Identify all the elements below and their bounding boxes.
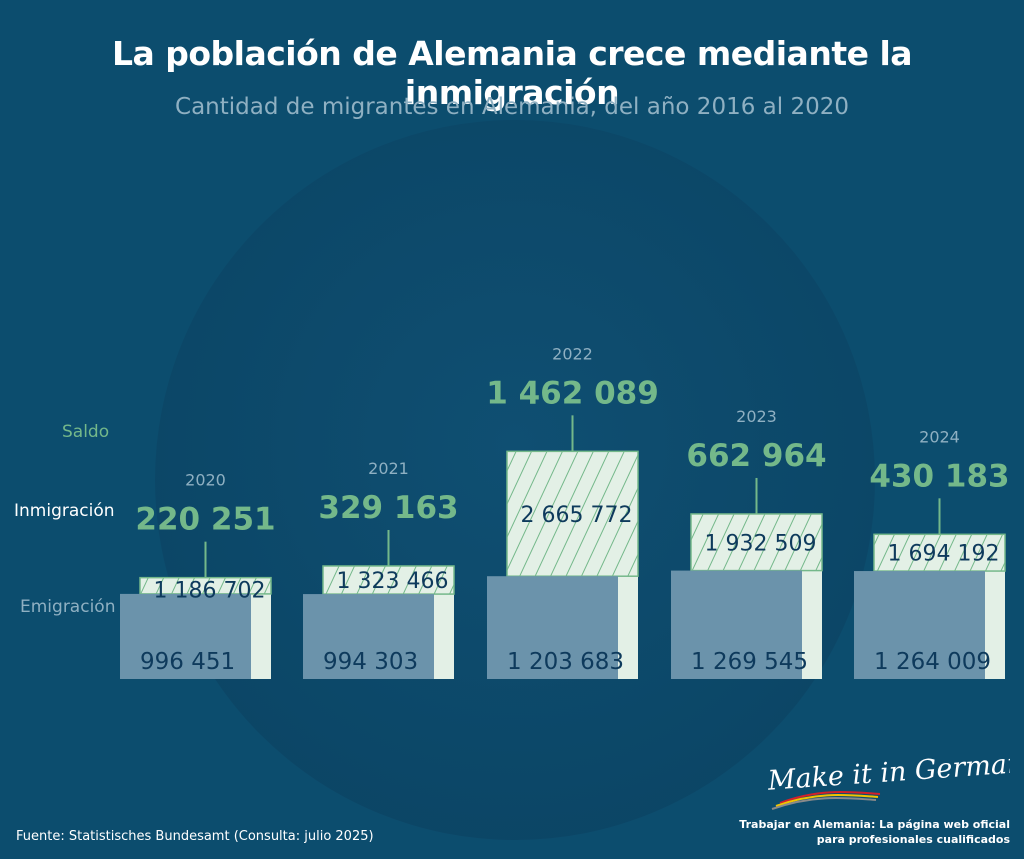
emigration-value-label: 994 303 xyxy=(323,649,418,675)
emigration-value-label: 1 264 009 xyxy=(874,649,991,675)
saldo-hatch xyxy=(690,513,823,572)
emigration-value-label: 1 269 545 xyxy=(691,649,808,675)
year-label: 2023 xyxy=(736,407,777,426)
row-label-emigracion: Emigración xyxy=(20,597,116,617)
emigration-value-label: 1 203 683 xyxy=(507,649,624,675)
immigration-value-label: 1 932 509 xyxy=(705,531,817,556)
saldo-label: 430 183 xyxy=(869,458,1009,494)
source-note: Fuente: Statistisches Bundesamt (Consult… xyxy=(16,829,374,844)
emigration-value-label: 996 451 xyxy=(140,649,235,675)
page-subtitle: Cantidad de migrantes en Alemania, del a… xyxy=(175,94,849,120)
saldo-label: 1 462 089 xyxy=(486,375,659,411)
saldo-hatch xyxy=(873,533,1006,572)
page-title: La población de Alemania crece mediante … xyxy=(111,34,913,112)
saldo-label: 329 163 xyxy=(318,490,458,526)
year-label: 2024 xyxy=(919,427,960,446)
saldo-label: 662 964 xyxy=(686,438,826,474)
brand-tagline-2: para profesionales cualificados xyxy=(816,833,1010,846)
svg-text:Make it in Germany: Make it in Germany xyxy=(766,748,1010,797)
saldo-hatch xyxy=(506,450,639,577)
brand-tagline-1: Trabajar en Alemania: La página web ofic… xyxy=(739,818,1010,831)
emigration-bar xyxy=(487,576,618,679)
saldo-hatch xyxy=(322,565,455,595)
year-label: 2021 xyxy=(368,459,409,478)
emigration-bar xyxy=(120,593,251,679)
row-label-inmigracion: Inmigración xyxy=(14,501,115,521)
year-label: 2022 xyxy=(552,344,593,363)
saldo-label: 220 251 xyxy=(135,502,275,538)
make-it-in-germany-logo: Make it in Germany xyxy=(766,748,1010,810)
immigration-value-label: 1 323 466 xyxy=(337,569,449,594)
immigration-value-label: 1 694 192 xyxy=(888,542,1000,567)
immigration-value-label: 1 186 702 xyxy=(154,579,266,604)
emigration-bar xyxy=(303,594,434,679)
year-label: 2020 xyxy=(185,471,226,490)
row-label-saldo: Saldo xyxy=(62,422,110,442)
emigration-bar xyxy=(854,571,985,679)
emigration-bar xyxy=(671,570,802,679)
immigration-value-label: 2 665 772 xyxy=(521,503,633,528)
